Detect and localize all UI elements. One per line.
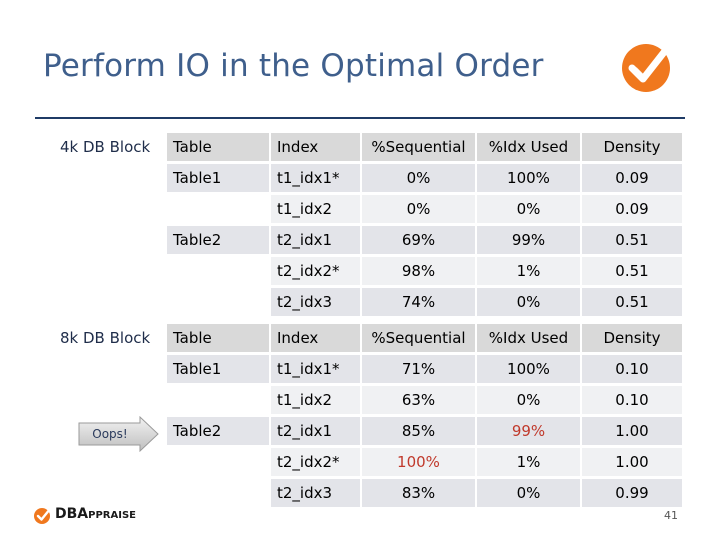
- header-sequential: %Sequential: [362, 133, 475, 161]
- table-cell-density: 0.51: [582, 257, 682, 285]
- table-cell-sequential: 71%: [362, 355, 475, 383]
- table-cell-index: t1_idx1*: [271, 164, 360, 192]
- table-cell-sequential: 0%: [362, 195, 475, 223]
- table-cell-idx-used: 1%: [477, 257, 580, 285]
- oops-label: Oops!: [92, 427, 128, 441]
- table-cell-idx-used-highlight: 99%: [477, 417, 580, 445]
- table-cell-density: 0.09: [582, 164, 682, 192]
- table-cell-density: 1.00: [582, 448, 682, 476]
- table-cell-index: t2_idx3: [271, 479, 360, 507]
- header-index: Index: [271, 133, 360, 161]
- brand-name-small: PPRAISE: [88, 510, 136, 521]
- table-cell-idx-used: 0%: [477, 288, 580, 316]
- slide-title: Perform IO in the Optimal Order: [43, 48, 544, 84]
- table-cell-index: t2_idx2*: [271, 448, 360, 476]
- page-number: 41: [664, 509, 678, 522]
- brand-name-main: DBA: [55, 506, 89, 522]
- header-table: Table: [167, 324, 269, 352]
- table-cell-sequential-highlight: 100%: [362, 448, 475, 476]
- header-idx-used: %Idx Used: [477, 133, 580, 161]
- header-density: Density: [582, 324, 682, 352]
- table-cell-table: Table1: [167, 355, 269, 383]
- oops-arrow-icon: [78, 416, 159, 452]
- section-label-8k: 8k DB Block: [60, 329, 151, 347]
- table-cell-idx-used: 0%: [477, 479, 580, 507]
- table-cell-index: t2_idx1: [271, 417, 360, 445]
- header-table: Table: [167, 133, 269, 161]
- table-cell-idx-used: 99%: [477, 226, 580, 254]
- dbappraise-logo-icon: [34, 507, 52, 524]
- header-sequential: %Sequential: [362, 324, 475, 352]
- table-cell-density: 0.51: [582, 288, 682, 316]
- title-divider: [35, 117, 685, 119]
- table-cell-idx-used: 100%: [477, 164, 580, 192]
- table-cell-table: Table2: [167, 417, 269, 445]
- table-cell-index: t2_idx3: [271, 288, 360, 316]
- table-cell-idx-used: 100%: [477, 355, 580, 383]
- table-cell-density: 1.00: [582, 417, 682, 445]
- table-cell-sequential: 74%: [362, 288, 475, 316]
- section-label-4k: 4k DB Block: [60, 138, 151, 156]
- table-cell-density: 0.51: [582, 226, 682, 254]
- table-cell-index: t1_idx1*: [271, 355, 360, 383]
- table-cell-sequential: 98%: [362, 257, 475, 285]
- table-cell-sequential: 83%: [362, 479, 475, 507]
- table-cell-sequential: 63%: [362, 386, 475, 414]
- table-cell-density: 0.10: [582, 386, 682, 414]
- table-cell-density: 0.99: [582, 479, 682, 507]
- table-cell-idx-used: 0%: [477, 195, 580, 223]
- table-cell-sequential: 69%: [362, 226, 475, 254]
- table-cell-idx-used: 1%: [477, 448, 580, 476]
- table-cell-table: Table2: [167, 226, 269, 254]
- table-cell-density: 0.09: [582, 195, 682, 223]
- table-cell-index: t1_idx2: [271, 386, 360, 414]
- header-index: Index: [271, 324, 360, 352]
- header-density: Density: [582, 133, 682, 161]
- table-cell-index: t2_idx2*: [271, 257, 360, 285]
- table-cell-index: t2_idx1: [271, 226, 360, 254]
- brand-name: DBAPPRAISE: [55, 506, 136, 522]
- header-idx-used: %Idx Used: [477, 324, 580, 352]
- table-cell-sequential: 0%: [362, 164, 475, 192]
- table-cell-density: 0.10: [582, 355, 682, 383]
- table-cell-idx-used: 0%: [477, 386, 580, 414]
- table-cell-table: Table1: [167, 164, 269, 192]
- checkmark-logo-icon: [622, 38, 677, 92]
- table-cell-sequential: 85%: [362, 417, 475, 445]
- table-cell-index: t1_idx2: [271, 195, 360, 223]
